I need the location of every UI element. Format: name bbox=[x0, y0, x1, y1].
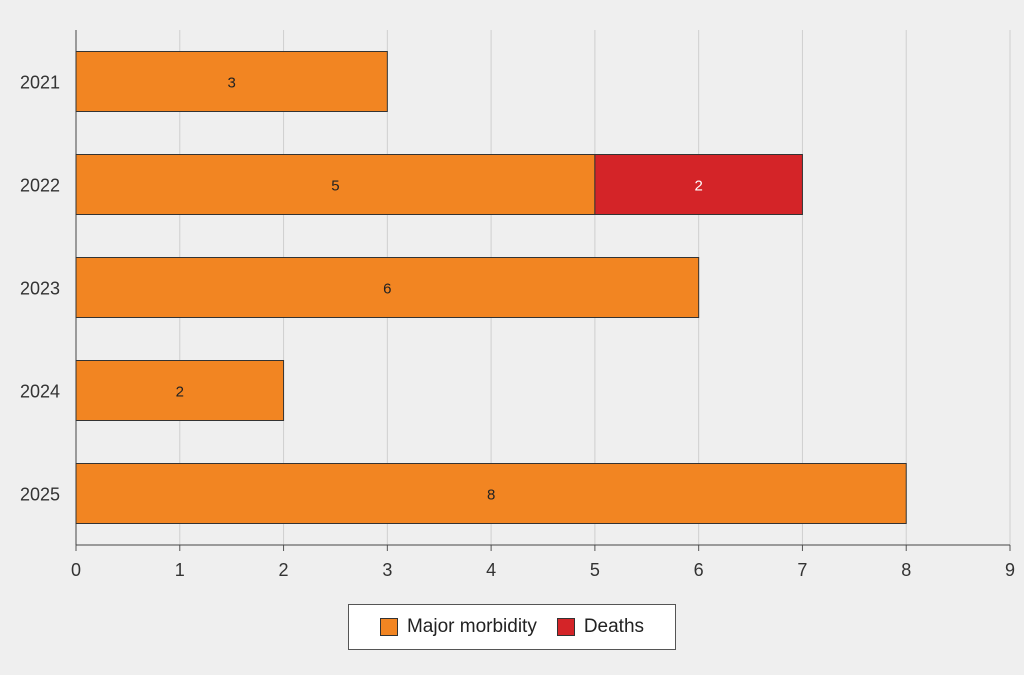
data-label-2022-series-0: 5 bbox=[331, 178, 339, 195]
bar-2022-series-1 bbox=[594, 154, 803, 215]
legend-item-deaths: Deaths bbox=[556, 616, 645, 638]
x-tick-label-2: 2 bbox=[279, 560, 289, 580]
x-tick-label-4: 4 bbox=[486, 560, 496, 580]
x-tick-label-5: 5 bbox=[590, 560, 600, 580]
legend-swatch-major-morbidity bbox=[379, 618, 398, 636]
bar-2025-series-0 bbox=[75, 463, 907, 524]
data-label-2025-series-0: 8 bbox=[487, 487, 495, 504]
data-label-2021-series-0: 3 bbox=[227, 75, 235, 92]
y-tick-label-2023: 2023 bbox=[20, 279, 60, 299]
data-label-2023-series-0: 6 bbox=[383, 281, 391, 298]
legend-item-major-morbidity: Major morbidity bbox=[379, 616, 537, 638]
x-tick-label-6: 6 bbox=[694, 560, 704, 580]
legend-swatch-deaths bbox=[556, 618, 575, 636]
bar-2024-series-0 bbox=[75, 360, 285, 421]
data-label-2024-series-0: 2 bbox=[176, 384, 184, 401]
x-tick-label-3: 3 bbox=[382, 560, 392, 580]
bar-2021-series-0 bbox=[75, 51, 388, 112]
y-tick-label-2022: 2022 bbox=[20, 176, 60, 196]
x-tick-label-9: 9 bbox=[1005, 560, 1015, 580]
y-tick-label-2021: 2021 bbox=[20, 73, 60, 93]
x-tick-label-1: 1 bbox=[175, 560, 185, 580]
legend-label-deaths: Deaths bbox=[583, 616, 645, 637]
y-tick-label-2025: 2025 bbox=[20, 485, 60, 505]
x-tick-label-0: 0 bbox=[71, 560, 81, 580]
bar-2023-series-0 bbox=[75, 257, 700, 318]
bar-chart-svg: 0 1 2 3 4 5 6 7 8 9 2021 3 2022 5 2 2023 6 2024 2 2025 8 bbox=[20, 30, 1015, 580]
x-tick-label-7: 7 bbox=[797, 560, 807, 580]
y-tick-label-2024: 2024 bbox=[20, 382, 60, 402]
data-label-2022-series-1: 2 bbox=[694, 178, 702, 195]
legend-label-major-morbidity: Major morbidity bbox=[406, 616, 537, 637]
x-tick-label-8: 8 bbox=[901, 560, 911, 580]
legend: Major morbidity Deaths bbox=[348, 604, 676, 650]
